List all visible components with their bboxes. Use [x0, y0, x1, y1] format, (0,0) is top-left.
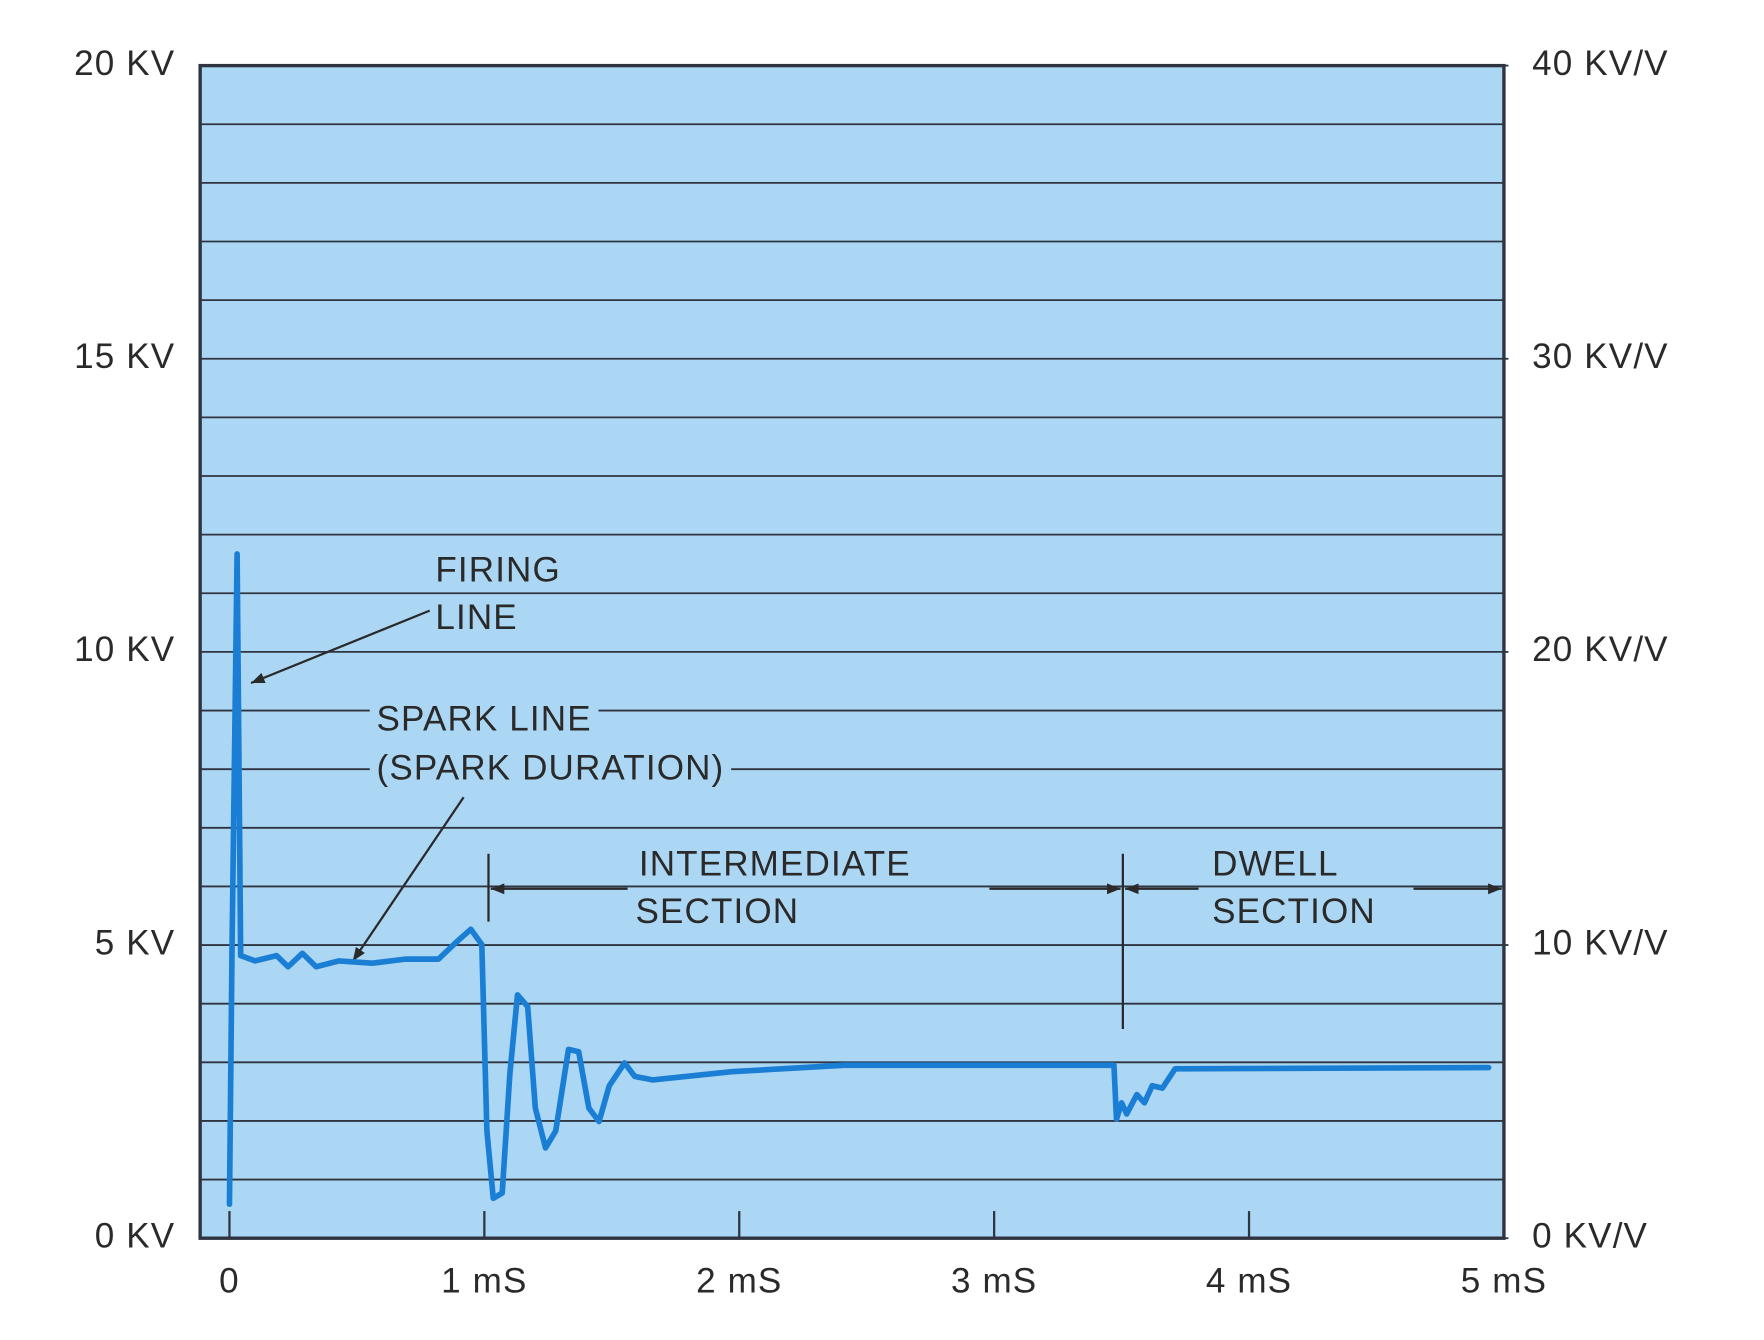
annotation: SPARK LINE [377, 700, 592, 739]
plot-border [198, 63, 1506, 1240]
x-tick-label: 3 mS [951, 1262, 1037, 1301]
label-background [628, 891, 806, 931]
y-tick-label: 20 KV [74, 44, 175, 83]
y2-tick-label: 40 KV/V [1532, 44, 1669, 83]
label-background [428, 550, 568, 590]
arrow [351, 796, 465, 962]
annotation: SECTION [635, 892, 799, 931]
x-tick-label: 5 mS [1461, 1262, 1547, 1301]
y-tick-label: 0 KV [95, 1216, 176, 1255]
annotation: LINE [435, 598, 517, 637]
y2-tick-label: 10 KV/V [1532, 923, 1669, 962]
label-background [1205, 844, 1346, 884]
annotation: FIRING [435, 550, 561, 589]
annotation: DWELL [1212, 844, 1338, 883]
y2-tick-label: 30 KV/V [1532, 337, 1669, 376]
x-tick-label: 4 mS [1206, 1262, 1292, 1301]
x-tick-label: 1 mS [441, 1262, 527, 1301]
y-tick-label: 15 KV [74, 337, 175, 376]
x-tick-label: 0 [219, 1262, 240, 1301]
y2-tick-label: 20 KV/V [1532, 630, 1669, 669]
annotation: (SPARK DURATION) [377, 748, 725, 787]
y-tick-label: 5 KV [95, 923, 176, 962]
label-background [369, 748, 732, 788]
annotation: SECTION [1212, 892, 1376, 931]
label-background [632, 844, 918, 884]
annotation: INTERMEDIATE [639, 844, 911, 883]
x-tick-label: 2 mS [696, 1262, 782, 1301]
label-background [1205, 891, 1383, 931]
y2-tick-label: 0 KV/V [1532, 1216, 1648, 1255]
trace [226, 551, 1492, 1208]
arrow [250, 609, 431, 685]
label-background [428, 597, 525, 637]
y-tick-label: 10 KV [74, 630, 175, 669]
label-background [369, 699, 599, 739]
